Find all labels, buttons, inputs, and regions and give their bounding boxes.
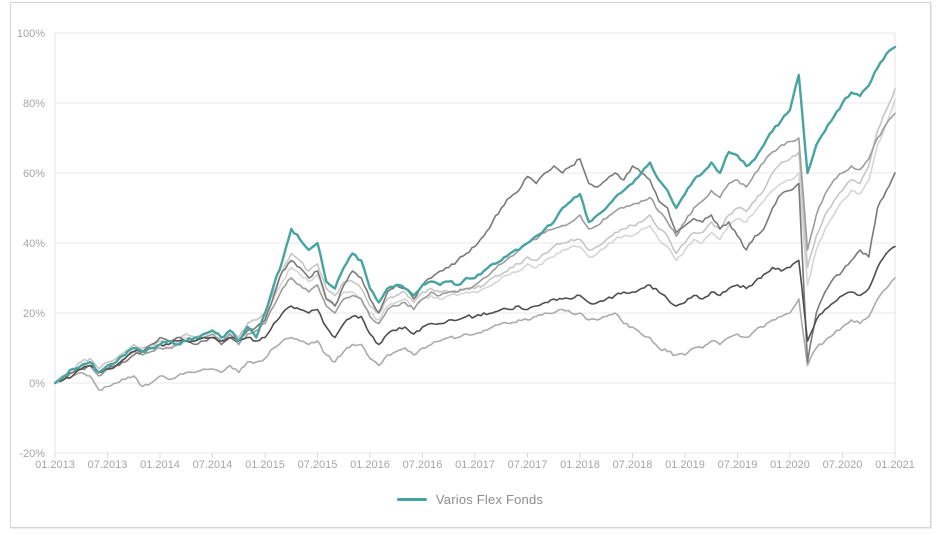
- x-tick-label: 01.2013: [35, 459, 75, 471]
- x-tick-label: 01.2017: [455, 459, 495, 471]
- x-tick-label: 01.2020: [770, 459, 810, 471]
- x-tick-label: 01.2015: [245, 459, 285, 471]
- x-tick-label: 01.2021: [875, 459, 915, 471]
- x-tick-label: 07.2015: [298, 459, 338, 471]
- legend-color-swatch: [396, 498, 427, 501]
- x-tick-label: 07.2014: [193, 459, 233, 471]
- y-tick-label: 40%: [23, 238, 45, 250]
- legend-label: Varios Flex Fonds: [435, 492, 544, 507]
- legend-item-varios-flex-fonds[interactable]: Varios Flex Fonds: [396, 492, 544, 507]
- series-line-unlabeled-comparison-5: [54, 245, 896, 384]
- chart-card: [10, 2, 931, 528]
- x-tick-label: 01.2018: [560, 459, 600, 471]
- x-tick-label: 07.2020: [823, 459, 863, 471]
- x-tick-label: 07.2016: [403, 459, 443, 471]
- x-tick-label: 01.2016: [350, 459, 390, 471]
- y-tick-label: 0%: [29, 378, 45, 390]
- x-tick-label: 01.2019: [665, 459, 705, 471]
- x-tick-label: 01.2014: [140, 459, 180, 471]
- y-tick-label: 100%: [17, 28, 45, 40]
- y-tick-label: 60%: [23, 168, 45, 180]
- y-tick-label: 80%: [23, 98, 45, 110]
- series-line-varios-flex-fonds: [53, 45, 897, 385]
- y-tick-label: 20%: [23, 308, 45, 320]
- legend: Varios Flex Fonds: [0, 492, 940, 507]
- series-line-unlabeled-comparison-4: [54, 158, 896, 384]
- x-tick-label: 07.2017: [508, 459, 548, 471]
- series-line-unlabeled-comparison-6: [54, 277, 896, 391]
- x-tick-label: 07.2013: [88, 459, 128, 471]
- x-tick-label: 07.2019: [718, 459, 758, 471]
- x-tick-label: 07.2018: [613, 459, 653, 471]
- y-tick-label: -20%: [19, 448, 45, 460]
